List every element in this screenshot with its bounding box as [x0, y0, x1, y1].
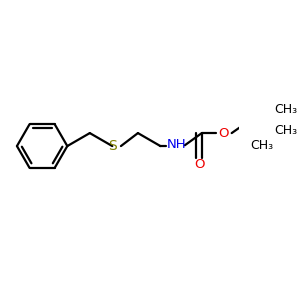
- Text: NH: NH: [166, 138, 186, 151]
- Text: O: O: [219, 127, 229, 140]
- Text: O: O: [194, 158, 204, 171]
- Text: CH₃: CH₃: [274, 103, 298, 116]
- Text: CH₃: CH₃: [274, 124, 298, 137]
- Text: CH₃: CH₃: [250, 139, 273, 152]
- Text: S: S: [108, 139, 117, 153]
